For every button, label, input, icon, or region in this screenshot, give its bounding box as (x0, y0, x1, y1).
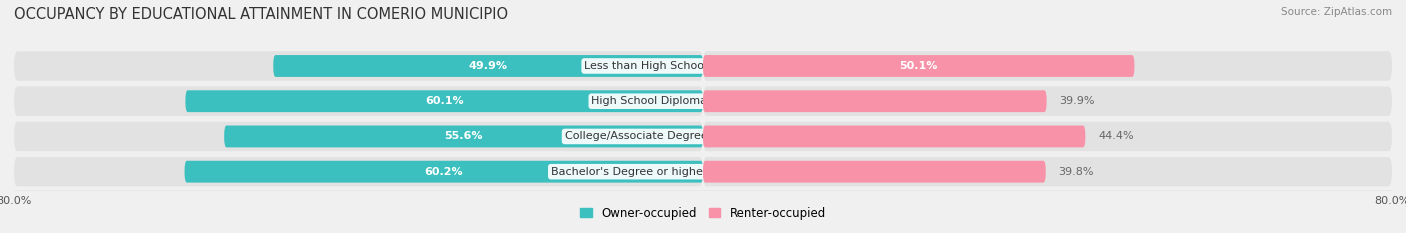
Text: 60.1%: 60.1% (425, 96, 464, 106)
Text: 39.8%: 39.8% (1059, 167, 1094, 177)
FancyBboxPatch shape (186, 90, 703, 112)
FancyBboxPatch shape (703, 86, 1392, 116)
Text: 39.9%: 39.9% (1060, 96, 1095, 106)
Text: 49.9%: 49.9% (468, 61, 508, 71)
FancyBboxPatch shape (14, 51, 703, 81)
Text: 60.2%: 60.2% (425, 167, 463, 177)
FancyBboxPatch shape (703, 161, 1046, 183)
FancyBboxPatch shape (14, 157, 703, 186)
FancyBboxPatch shape (703, 157, 1392, 186)
Text: Less than High School: Less than High School (583, 61, 707, 71)
FancyBboxPatch shape (14, 86, 703, 116)
FancyBboxPatch shape (224, 126, 703, 147)
Text: Source: ZipAtlas.com: Source: ZipAtlas.com (1281, 7, 1392, 17)
Text: 50.1%: 50.1% (900, 61, 938, 71)
Text: 44.4%: 44.4% (1098, 131, 1133, 141)
Text: Bachelor's Degree or higher: Bachelor's Degree or higher (551, 167, 707, 177)
Text: OCCUPANCY BY EDUCATIONAL ATTAINMENT IN COMERIO MUNICIPIO: OCCUPANCY BY EDUCATIONAL ATTAINMENT IN C… (14, 7, 508, 22)
Legend: Owner-occupied, Renter-occupied: Owner-occupied, Renter-occupied (575, 202, 831, 225)
FancyBboxPatch shape (184, 161, 703, 183)
FancyBboxPatch shape (703, 55, 1135, 77)
FancyBboxPatch shape (703, 122, 1392, 151)
Text: High School Diploma: High School Diploma (592, 96, 707, 106)
FancyBboxPatch shape (703, 126, 1085, 147)
FancyBboxPatch shape (703, 51, 1392, 81)
FancyBboxPatch shape (703, 90, 1046, 112)
FancyBboxPatch shape (273, 55, 703, 77)
Text: 55.6%: 55.6% (444, 131, 482, 141)
FancyBboxPatch shape (14, 122, 703, 151)
Text: College/Associate Degree: College/Associate Degree (565, 131, 707, 141)
